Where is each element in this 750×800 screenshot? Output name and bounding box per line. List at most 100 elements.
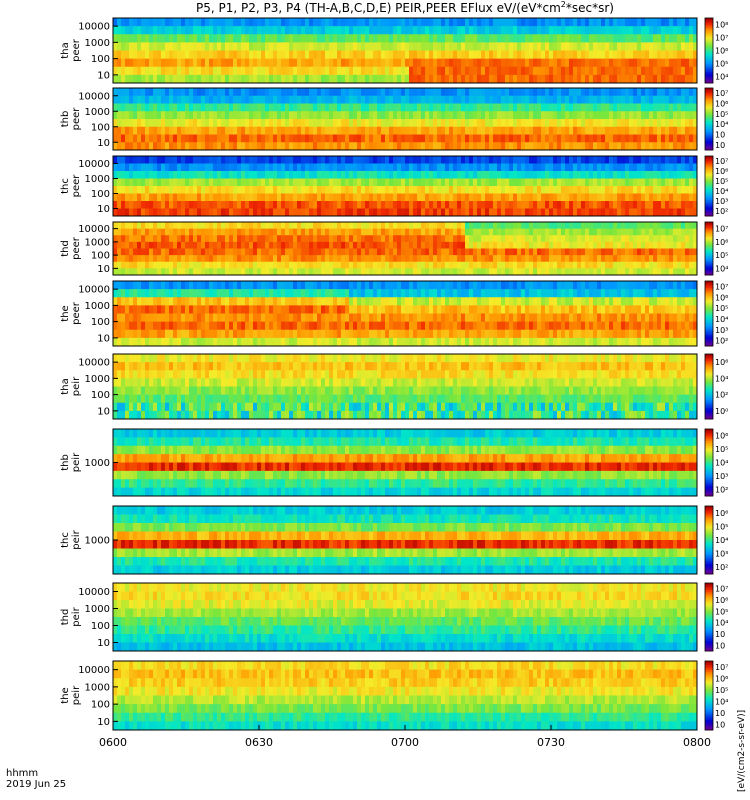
heatmap-cell (417, 179, 421, 187)
heatmap-cell (345, 171, 349, 179)
heatmap-cell (573, 164, 577, 172)
heatmap-cell (421, 164, 425, 172)
heatmap-cell (429, 104, 433, 112)
heatmap-cell (505, 104, 509, 112)
heatmap-cell (377, 26, 381, 35)
heatmap-cell (565, 255, 569, 262)
heatmap-cell (613, 201, 617, 209)
heatmap-cell (465, 171, 469, 179)
heatmap-cell (649, 111, 653, 119)
heatmap-cell (181, 242, 185, 249)
heatmap-cell (601, 156, 605, 164)
heatmap-cell (657, 42, 661, 51)
heatmap-cell (529, 67, 533, 76)
heatmap-cell (645, 255, 649, 262)
heatmap-cell (653, 255, 657, 262)
heatmap-cell (633, 209, 637, 217)
heatmap-cell (521, 34, 525, 43)
heatmap-cell (229, 104, 233, 112)
heatmap-cell (497, 104, 501, 112)
panel-probe: thd (60, 240, 71, 257)
heatmap-cell (569, 51, 573, 60)
heatmap-cell (121, 18, 125, 27)
heatmap-cell (473, 75, 477, 84)
heatmap-cell (485, 268, 489, 275)
heatmap-cell (477, 186, 481, 194)
heatmap-cell (341, 171, 345, 179)
heatmap-cell (337, 179, 341, 187)
heatmap-cell (181, 18, 185, 27)
heatmap-cell (425, 34, 429, 43)
heatmap-cell (425, 51, 429, 60)
heatmap-cell (661, 156, 665, 164)
heatmap-cell (513, 242, 517, 249)
heatmap-cell (549, 34, 553, 43)
heatmap-cell (433, 111, 437, 119)
heatmap-cell (445, 249, 449, 256)
heatmap-cell (253, 59, 257, 68)
heatmap-cell (321, 42, 325, 51)
heatmap-cell (113, 281, 117, 290)
heatmap-cell (393, 249, 397, 256)
heatmap-cell (417, 96, 421, 104)
heatmap-cell (125, 18, 129, 27)
heatmap-cell (377, 111, 381, 119)
heatmap-cell (637, 242, 641, 249)
heatmap-cell (601, 34, 605, 43)
heatmap-cell (205, 59, 209, 68)
heatmap-cell (117, 156, 121, 164)
heatmap-cell (501, 42, 505, 51)
heatmap-cell (429, 222, 433, 229)
heatmap-cell (337, 209, 341, 217)
heatmap-cell (185, 18, 189, 27)
heatmap-cell (241, 135, 245, 143)
heatmap-cell (405, 249, 409, 256)
heatmap-cell (253, 171, 257, 179)
heatmap-cell (585, 209, 589, 217)
heatmap-cell (297, 268, 301, 275)
heatmap-cell (629, 119, 633, 127)
heatmap-cell (517, 42, 521, 51)
heatmap-cell (329, 18, 333, 27)
heatmap-cell (289, 194, 293, 202)
heatmap-cell (497, 186, 501, 194)
heatmap-cell (165, 186, 169, 194)
heatmap-cell (445, 111, 449, 119)
heatmap-cell (593, 249, 597, 256)
heatmap-cell (653, 179, 657, 187)
heatmap-cell (389, 229, 393, 236)
heatmap-cell (301, 42, 305, 51)
heatmap-cell (461, 194, 465, 202)
heatmap-cell (637, 42, 641, 51)
heatmap-cell (545, 171, 549, 179)
heatmap-cell (289, 18, 293, 27)
heatmap-cell (329, 268, 333, 275)
heatmap-cell (377, 42, 381, 51)
heatmap-cell (233, 164, 237, 172)
heatmap-cell (325, 135, 329, 143)
heatmap-cell (325, 127, 329, 135)
heatmap-cell (333, 75, 337, 84)
heatmap-cell (589, 42, 593, 51)
heatmap-cell (565, 51, 569, 60)
heatmap-cell (201, 96, 205, 104)
heatmap-cell (565, 268, 569, 275)
heatmap-cell (245, 42, 249, 51)
heatmap-cell (289, 42, 293, 51)
heatmap-cell (593, 229, 597, 236)
heatmap-cell (365, 127, 369, 135)
heatmap-cell (209, 104, 213, 112)
heatmap-cell (205, 229, 209, 236)
heatmap-cell (373, 222, 377, 229)
heatmap-cell (225, 104, 229, 112)
heatmap-cell (201, 119, 205, 127)
heatmap-cell (661, 119, 665, 127)
heatmap-cell (137, 135, 141, 143)
heatmap-cell (677, 26, 681, 35)
heatmap-cell (513, 88, 517, 96)
heatmap-cell (261, 255, 265, 262)
heatmap-cell (225, 186, 229, 194)
heatmap-cell (349, 104, 353, 112)
heatmap-cell (197, 88, 201, 96)
heatmap-cell (261, 96, 265, 104)
